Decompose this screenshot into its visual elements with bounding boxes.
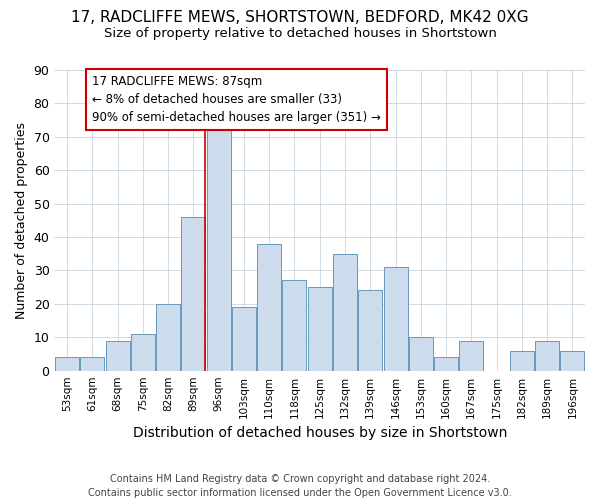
Text: 17, RADCLIFFE MEWS, SHORTSTOWN, BEDFORD, MK42 0XG: 17, RADCLIFFE MEWS, SHORTSTOWN, BEDFORD,… — [71, 10, 529, 25]
Bar — [560, 350, 584, 370]
Bar — [156, 304, 180, 370]
Bar — [460, 340, 484, 370]
Y-axis label: Number of detached properties: Number of detached properties — [15, 122, 28, 319]
Bar — [434, 358, 458, 370]
Bar — [383, 267, 407, 370]
Bar — [131, 334, 155, 370]
Bar — [308, 287, 332, 370]
Bar — [206, 127, 230, 370]
Bar — [232, 307, 256, 370]
Bar — [358, 290, 382, 370]
Bar — [333, 254, 357, 370]
Bar — [510, 350, 534, 370]
Text: Contains HM Land Registry data © Crown copyright and database right 2024.
Contai: Contains HM Land Registry data © Crown c… — [88, 474, 512, 498]
Bar — [535, 340, 559, 370]
X-axis label: Distribution of detached houses by size in Shortstown: Distribution of detached houses by size … — [133, 426, 507, 440]
Bar — [55, 358, 79, 370]
Bar — [106, 340, 130, 370]
Text: 17 RADCLIFFE MEWS: 87sqm
← 8% of detached houses are smaller (33)
90% of semi-de: 17 RADCLIFFE MEWS: 87sqm ← 8% of detache… — [92, 75, 381, 124]
Bar — [181, 217, 205, 370]
Bar — [283, 280, 307, 370]
Bar — [80, 358, 104, 370]
Bar — [409, 338, 433, 370]
Text: Size of property relative to detached houses in Shortstown: Size of property relative to detached ho… — [104, 28, 496, 40]
Bar — [257, 244, 281, 370]
